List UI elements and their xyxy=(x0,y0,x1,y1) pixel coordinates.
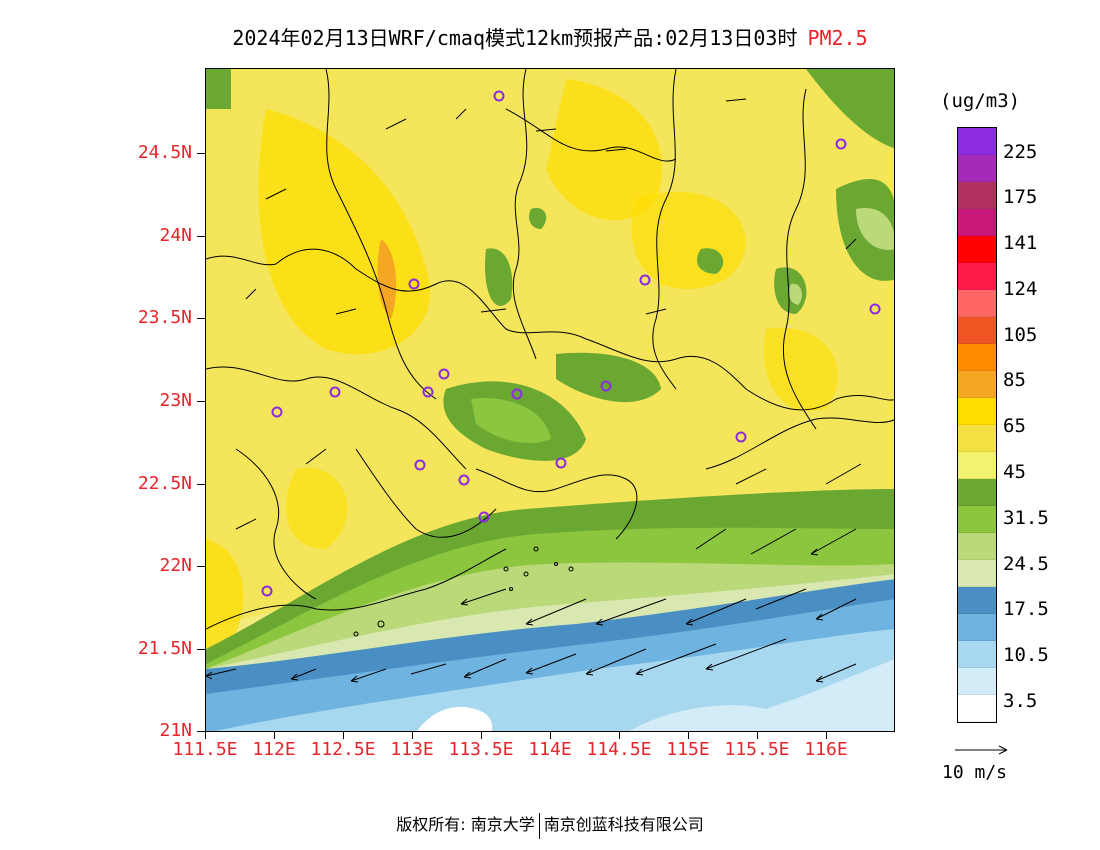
lon-label: 115E xyxy=(666,739,710,760)
copyright-left: 版权所有: 南京大学 xyxy=(396,815,535,834)
lat-label: 22.5N xyxy=(137,473,192,494)
lon-tick xyxy=(619,732,620,739)
legend-swatch xyxy=(958,290,996,317)
lat-tick xyxy=(197,401,205,402)
lon-tick xyxy=(343,732,344,739)
lon-tick xyxy=(481,732,482,739)
legend-swatch xyxy=(958,641,996,668)
legend-swatch xyxy=(958,371,996,398)
lon-tick xyxy=(412,732,413,739)
legend-swatch xyxy=(958,398,996,425)
lon-tick xyxy=(688,732,689,739)
lon-label: 111.5E xyxy=(172,739,238,760)
copyright-footer: 版权所有: 南京大学 南京创蓝科技有限公司 xyxy=(0,811,1100,839)
legend-label: 225 xyxy=(1003,141,1038,163)
legend-swatch xyxy=(958,614,996,641)
lat-label: 21.5N xyxy=(137,638,192,659)
lat-label: 21N xyxy=(159,720,192,741)
legend-swatch xyxy=(958,533,996,560)
lat-tick xyxy=(197,153,205,154)
legend-label: 10.5 xyxy=(1003,644,1049,666)
lon-label: 114.5E xyxy=(586,739,652,760)
concentration-field xyxy=(206,69,894,731)
lon-label: 112E xyxy=(252,739,296,760)
legend-swatch xyxy=(958,209,996,236)
footer-divider xyxy=(538,812,540,839)
lon-label: 112.5E xyxy=(310,739,376,760)
color-legend xyxy=(957,127,997,723)
lat-label: 23N xyxy=(159,390,192,411)
legend-swatch xyxy=(958,425,996,452)
map-title: 2024年02月13日WRF/cmaq模式12km预报产品:02月13日03时 P… xyxy=(0,22,1100,51)
title-pollutant: PM2.5 xyxy=(807,26,868,50)
lat-tick xyxy=(197,649,205,650)
legend-label: 31.5 xyxy=(1003,507,1049,529)
legend-swatch xyxy=(958,317,996,344)
legend-swatch xyxy=(958,155,996,182)
legend-label: 45 xyxy=(1003,461,1026,483)
legend-swatch xyxy=(958,506,996,533)
legend-swatch xyxy=(958,182,996,209)
lon-tick xyxy=(757,732,758,739)
legend-swatch xyxy=(958,587,996,614)
lat-tick xyxy=(197,566,205,567)
legend-label: 24.5 xyxy=(1003,553,1049,575)
lat-label: 24.5N xyxy=(137,142,192,163)
lon-label: 114E xyxy=(528,739,572,760)
legend-swatch xyxy=(958,263,996,290)
lat-tick xyxy=(197,318,205,319)
legend-swatch xyxy=(958,668,996,695)
legend-swatch xyxy=(958,128,996,155)
legend-swatch xyxy=(958,479,996,506)
legend-swatch xyxy=(958,560,996,587)
legend-swatch xyxy=(958,344,996,371)
legend-label: 141 xyxy=(1003,232,1038,254)
legend-label: 105 xyxy=(1003,324,1038,346)
lon-label: 116E xyxy=(804,739,848,760)
lon-label: 113E xyxy=(390,739,434,760)
legend-label: 3.5 xyxy=(1003,690,1038,712)
legend-label: 17.5 xyxy=(1003,598,1049,620)
title-main: 2024年02月13日WRF/cmaq模式12km预报产品:02月13日03时 xyxy=(232,26,798,50)
lon-tick xyxy=(205,732,206,739)
lat-tick xyxy=(197,731,205,732)
lat-label: 22N xyxy=(159,555,192,576)
lon-label: 113.5E xyxy=(448,739,514,760)
legend-label: 124 xyxy=(1003,278,1038,300)
legend-swatch xyxy=(958,452,996,479)
legend-label: 65 xyxy=(1003,415,1026,437)
wind-reference-arrow-icon xyxy=(955,745,1008,755)
lat-tick xyxy=(197,236,205,237)
legend-swatch xyxy=(958,695,996,722)
copyright-right: 南京创蓝科技有限公司 xyxy=(543,815,704,834)
legend-label: 175 xyxy=(1003,186,1038,208)
legend-swatch xyxy=(958,236,996,263)
wind-reference-label: 10 m/s xyxy=(942,762,1008,783)
lon-tick xyxy=(826,732,827,739)
lon-tick xyxy=(274,732,275,739)
lon-tick xyxy=(550,732,551,739)
lat-tick xyxy=(197,484,205,485)
legend-unit: (ug/m3) xyxy=(940,90,1021,112)
lat-label: 23.5N xyxy=(137,307,192,328)
lon-label: 115.5E xyxy=(724,739,790,760)
forecast-map[interactable] xyxy=(205,68,895,732)
legend-label: 85 xyxy=(1003,369,1026,391)
lat-label: 24N xyxy=(159,225,192,246)
